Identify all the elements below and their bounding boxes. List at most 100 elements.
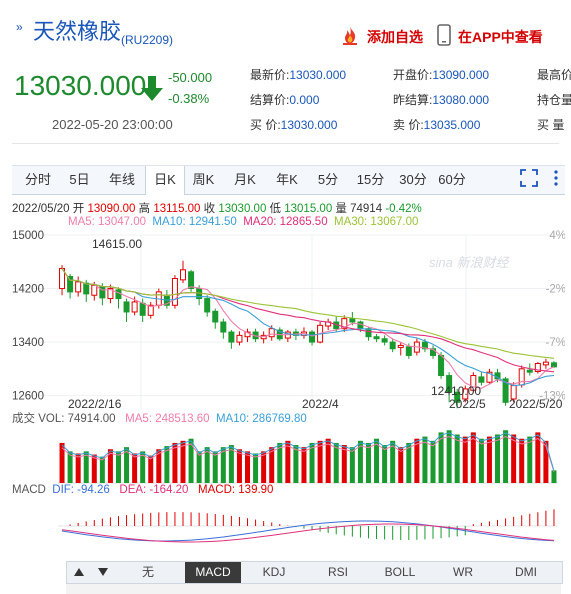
tab-period[interactable]: 年K <box>276 172 298 187</box>
indicator-tab[interactable]: MACD <box>185 562 241 583</box>
candle-body <box>268 328 275 338</box>
volume-bar <box>478 438 484 483</box>
divider <box>12 143 559 144</box>
ma30-line <box>61 268 555 359</box>
volume-bar <box>253 453 259 483</box>
candle-body <box>462 388 469 400</box>
candle-body <box>220 321 227 333</box>
macd-dea: DEA: -164.20 <box>119 484 189 496</box>
quote-field: 开盘价:13090.000 <box>393 66 489 84</box>
info-close: 13030.00 <box>218 203 267 215</box>
candle-body <box>204 298 211 313</box>
macd-dea-line <box>61 523 555 543</box>
fullscreen-icon[interactable] <box>519 168 539 188</box>
macd-label: MACD <box>12 484 46 496</box>
view-in-app-button[interactable]: 在APP中查看 <box>458 29 543 45</box>
candle-body <box>107 288 114 300</box>
info-low: 13015.00 <box>284 203 333 215</box>
candle-body <box>478 376 485 383</box>
candle-body <box>502 378 509 403</box>
price-change-percent: -0.38% <box>168 91 210 106</box>
indicator-tabs: 无 MACD KDJ RSI BOLL WR DMI <box>66 561 563 584</box>
quote-field: 持仓量 <box>537 91 571 109</box>
tab-period[interactable]: 5日 <box>69 172 90 187</box>
timeline-scrollbar[interactable] <box>66 584 561 594</box>
volume-bar <box>220 447 226 483</box>
ma5-label: MA5: 13047.00 <box>68 216 147 228</box>
period-tabs: 分时 5日 年线 日K 周K 月K 年K 5分 15分 30分 60分 <box>12 165 565 195</box>
info-high-label: 高 <box>138 203 151 215</box>
candle-body <box>357 321 364 330</box>
quote-field: 买 价:13030.000 <box>250 116 337 134</box>
tab-period[interactable]: 月K <box>234 172 256 187</box>
indicator-tab[interactable]: DMI <box>515 565 537 579</box>
candle-body <box>83 282 90 295</box>
volume-ma10-line <box>61 432 555 472</box>
info-vol-label: 量 <box>335 203 347 215</box>
pct-tick-label: -7% <box>546 337 565 349</box>
min-price-annotation: 12410.00 <box>431 384 481 398</box>
quote-field: 昨结算:13080.000 <box>393 91 489 109</box>
volume-bar <box>349 447 355 483</box>
volume-bar <box>67 451 73 483</box>
pct-tick-label: -2% <box>546 284 565 296</box>
volume-bar <box>325 438 331 483</box>
tab-period[interactable]: 日K <box>145 166 185 195</box>
kline-chart[interactable]: sina 新浪财经 15000 14200 13400 12600 4% -2% -7% -13… <box>12 229 565 559</box>
quote-field: 买 量 <box>537 116 564 134</box>
volume-bar <box>212 451 218 483</box>
x-axis-label: 2022/5 <box>449 397 486 411</box>
add-favorite-icon[interactable] <box>340 26 360 46</box>
ma10-label: MA10: 12941.50 <box>152 216 237 228</box>
quote-field-label: 卖 价: <box>393 118 424 132</box>
volume-bar <box>269 447 275 483</box>
x-axis-label: 2022/2/16 <box>68 397 122 411</box>
volume-bar <box>470 432 476 483</box>
tab-period[interactable]: 60分 <box>438 172 466 187</box>
add-favorite-button[interactable]: 添加自选 <box>367 29 423 45</box>
y-tick-label: 14200 <box>12 284 44 296</box>
instrument-name: 天然橡胶 <box>33 19 122 44</box>
tab-period[interactable]: 周K <box>192 172 215 187</box>
indicator-tab[interactable]: WR <box>453 565 473 579</box>
scroll-up-icon[interactable] <box>72 565 86 579</box>
x-axis-label: 2022/4 <box>302 397 339 411</box>
volume-bar <box>172 442 178 483</box>
volume-bar <box>503 430 509 483</box>
quote-field: 最高价 <box>537 66 571 84</box>
tab-period[interactable]: 分时 <box>24 172 51 187</box>
candle-body <box>244 331 251 338</box>
candle-body <box>212 310 219 323</box>
down-arrow-icon <box>141 76 163 101</box>
indicator-tab[interactable]: RSI <box>327 565 348 579</box>
candle-body <box>405 346 412 356</box>
indicator-tab[interactable]: KDJ <box>262 565 286 579</box>
volume-bar <box>551 470 557 483</box>
tab-period[interactable]: 年线 <box>108 172 135 187</box>
info-date: 2022/05/20 <box>12 203 70 215</box>
info-close-label: 收 <box>203 203 216 215</box>
candle-body <box>446 375 453 393</box>
candle-body <box>171 278 178 306</box>
tab-period[interactable]: 5分 <box>317 172 339 187</box>
tab-period[interactable]: 15分 <box>356 172 385 187</box>
phone-icon[interactable] <box>437 24 451 46</box>
ma5-line <box>61 268 555 389</box>
volume-bar <box>519 438 525 483</box>
quote-field-label: 开盘价: <box>393 68 433 82</box>
candle-body <box>309 331 316 343</box>
indicator-tab[interactable]: BOLL <box>384 565 416 579</box>
info-low-label: 低 <box>269 203 282 215</box>
candle-body <box>341 318 348 330</box>
more-options-icon[interactable] <box>551 168 561 188</box>
indicator-tab[interactable]: 无 <box>141 565 154 579</box>
volume-bar <box>438 432 444 483</box>
candle-body <box>534 362 541 373</box>
volume-bar <box>495 434 501 483</box>
candle-body <box>131 301 138 313</box>
candle-body <box>397 344 404 348</box>
scroll-down-icon[interactable] <box>96 565 110 579</box>
tab-period[interactable]: 30分 <box>399 172 427 187</box>
candle-body <box>180 269 186 281</box>
max-price-annotation: 14615.00 <box>92 237 142 251</box>
